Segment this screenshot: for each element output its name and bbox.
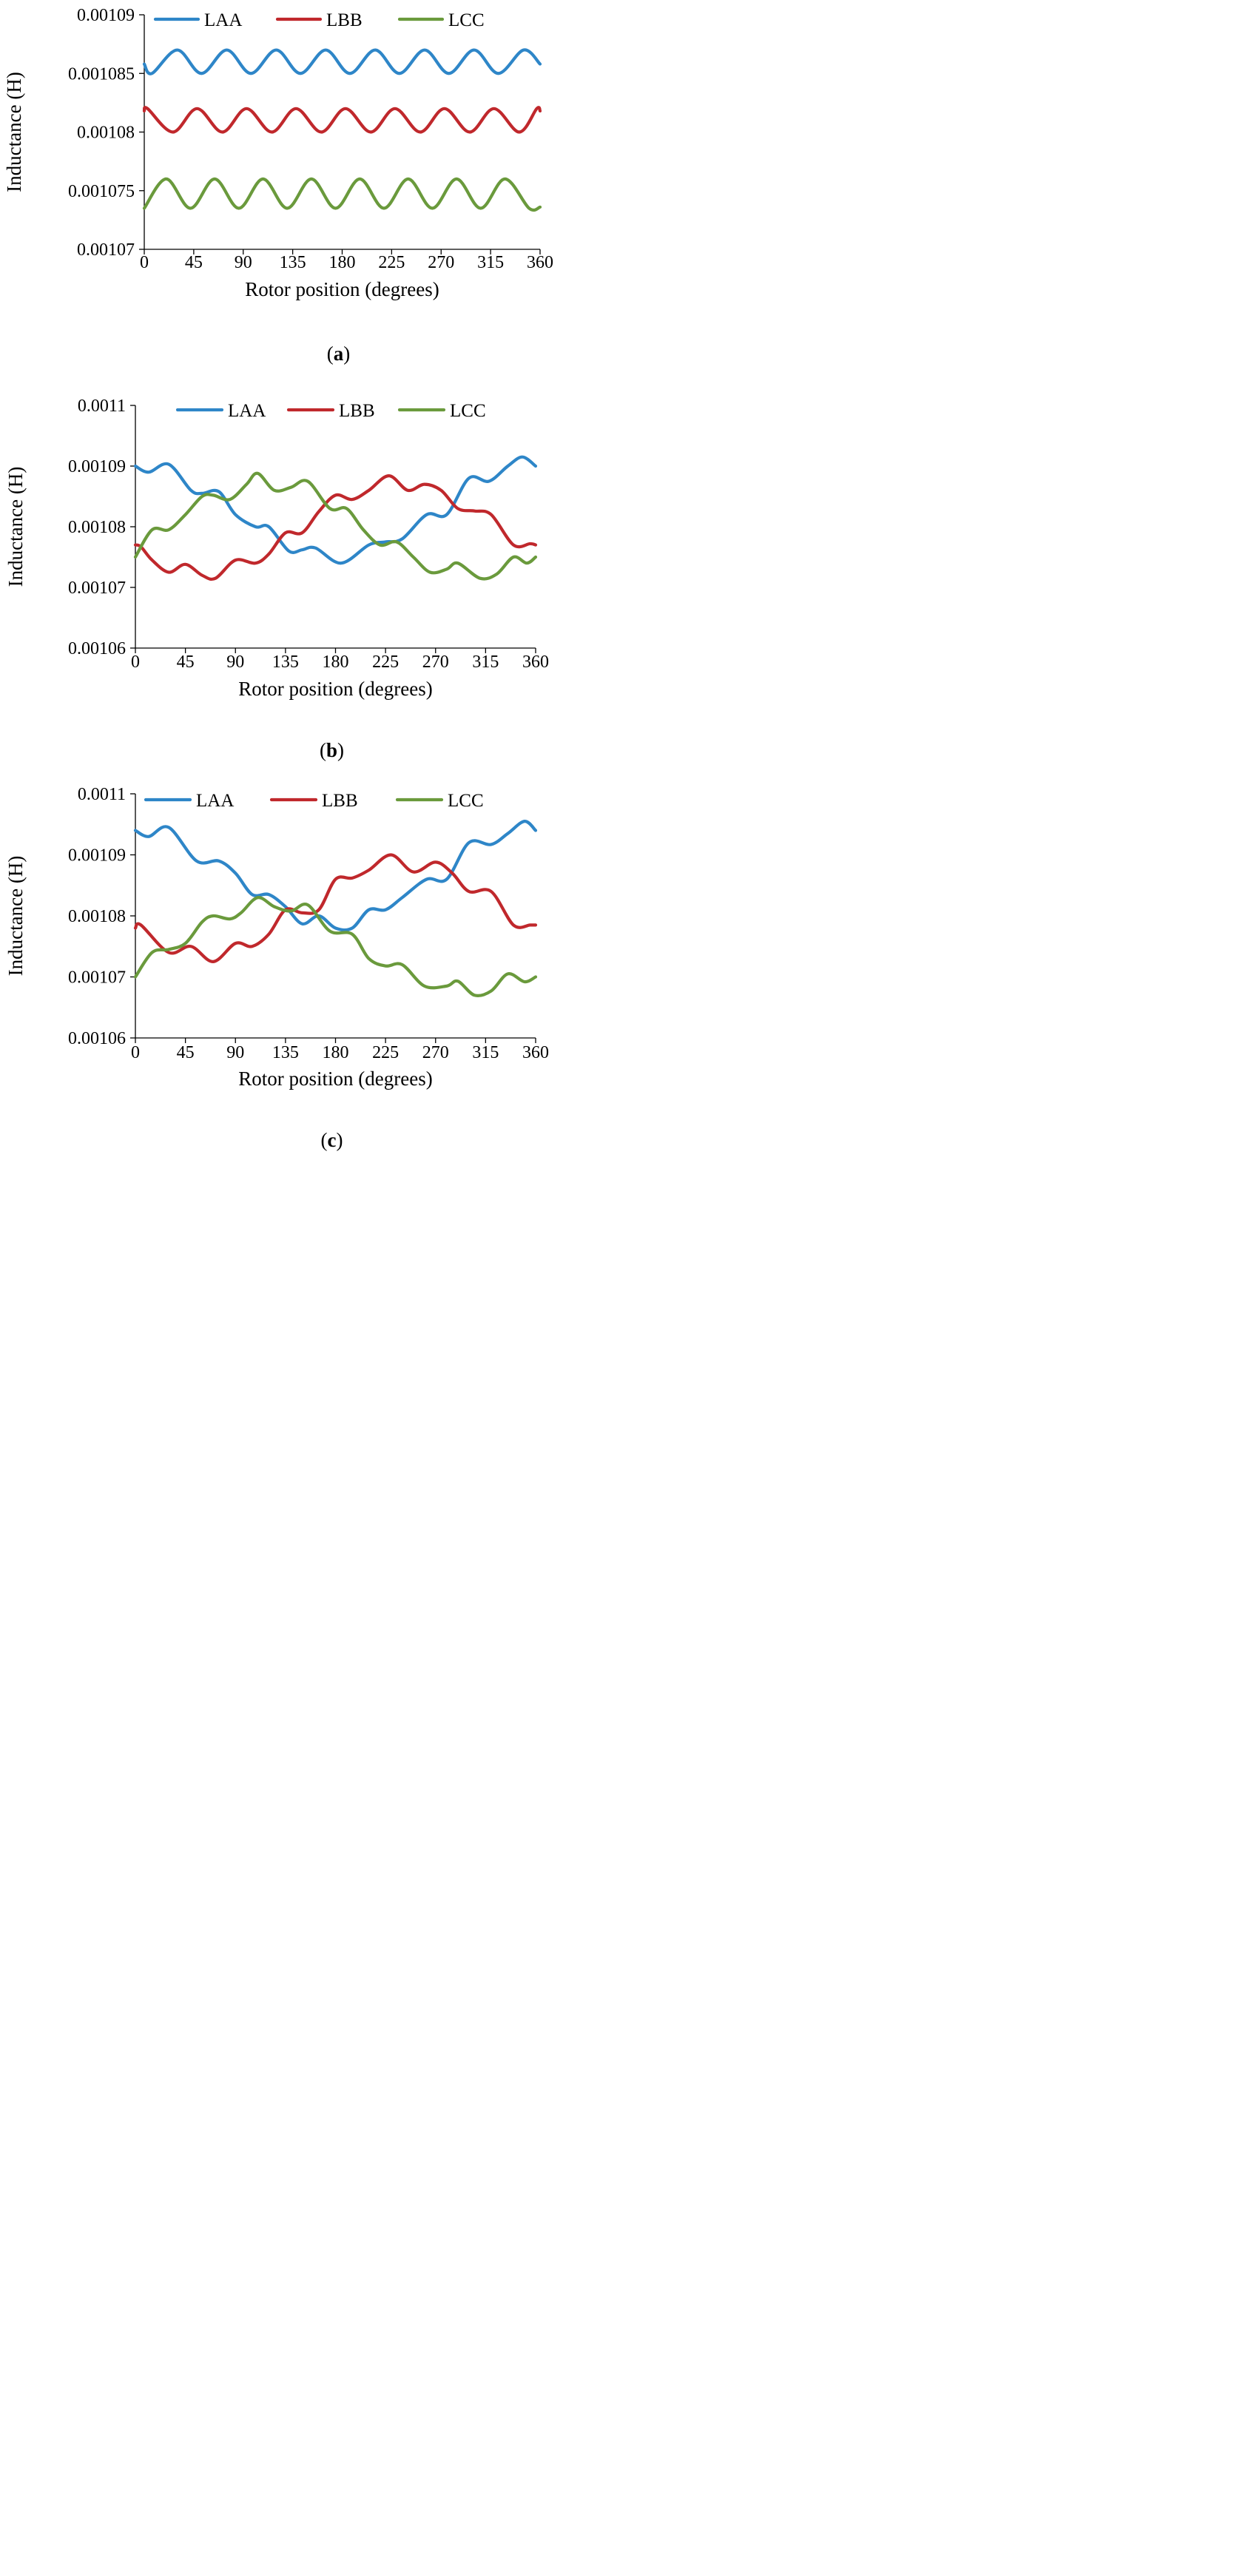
series-line-lcc	[133, 896, 538, 998]
x-tick-label: 135	[272, 1043, 299, 1062]
x-axis-title: Rotor position (degrees)	[238, 678, 432, 700]
caption-close-paren: )	[336, 1129, 343, 1151]
x-tick-label: 270	[422, 1043, 449, 1062]
panel-caption: (c)	[321, 1129, 343, 1151]
x-tick-label: 180	[329, 253, 356, 272]
y-tick-label: 0.001075	[68, 182, 135, 201]
series-line-lbb	[133, 474, 538, 581]
x-tick-label: 360	[527, 253, 553, 272]
y-tick-label: 0.0011	[78, 785, 126, 804]
legend-label-lbb: LBB	[322, 791, 358, 811]
legend: LAA LBB LCC	[144, 791, 484, 811]
y-tick-label: 0.00109	[68, 846, 126, 866]
x-tick-label: 45	[177, 1043, 195, 1062]
legend-label-laa: LAA	[204, 10, 242, 30]
legend-label-lcc: LCC	[448, 10, 485, 30]
chart-panel-c: 0.00106 0.00107 0.00108 0.00109 0.0011 0 45 90 1…	[4, 785, 549, 1151]
legend-label-lcc: LCC	[448, 791, 484, 811]
series-line-laa	[133, 455, 538, 565]
y-tick-label: 0.00108	[68, 907, 126, 926]
x-tick-label: 0	[131, 653, 140, 672]
series-line-lcc	[133, 471, 538, 581]
x-tick-label: 180	[323, 653, 349, 672]
y-tick-label: 0.00107	[77, 240, 135, 260]
legend-label-lcc: LCC	[450, 401, 486, 421]
caption-close-paren: )	[337, 739, 344, 761]
x-tick-label: 0	[140, 253, 149, 272]
x-tick-label: 90	[235, 253, 252, 272]
y-tick-label: 0.00108	[77, 124, 135, 143]
chart-panel-b: 0.00106 0.00107 0.00108 0.00109 0.0011 0 45 90 1…	[4, 397, 549, 761]
y-tick-label: 0.0011	[78, 397, 126, 416]
legend-label-lbb: LBB	[339, 401, 375, 421]
series-line-laa	[133, 820, 538, 932]
x-tick-label: 315	[472, 653, 499, 672]
legend-label-laa: LAA	[196, 791, 234, 811]
chart-panel-a: 0.00107 0.001075 0.00108 0.001085 0.00109 0 45…	[3, 6, 553, 365]
legend: LAA LBB LCC	[175, 401, 486, 421]
y-axis-title: Inductance (H)	[4, 856, 27, 977]
y-tick-label: 0.00108	[68, 518, 126, 537]
caption-open-paren: (	[321, 1129, 328, 1151]
caption-letter: b	[326, 739, 337, 761]
x-tick-label: 315	[477, 253, 504, 272]
series-line-lbb	[133, 853, 538, 963]
x-tick-label: 45	[185, 253, 203, 272]
y-tick-label: 0.00106	[68, 639, 126, 658]
caption-open-paren: (	[320, 739, 326, 761]
x-tick-label: 90	[226, 1043, 244, 1062]
x-tick-label: 360	[522, 653, 549, 672]
legend-label-laa: LAA	[228, 401, 266, 421]
y-tick-label: 0.001085	[68, 64, 135, 84]
legend: LAA LBB LCC	[153, 10, 485, 30]
x-tick-label: 225	[372, 1043, 399, 1062]
series-line-lbb	[142, 106, 542, 134]
x-axis-title: Rotor position (degrees)	[245, 278, 439, 300]
x-tick-label: 135	[272, 653, 299, 672]
caption-close-paren: )	[343, 343, 350, 365]
y-tick-label: 0.00109	[68, 457, 126, 476]
x-tick-label: 90	[226, 653, 244, 672]
series-line-lcc	[142, 177, 542, 212]
legend-label-lbb: LBB	[326, 10, 363, 30]
y-tick-label: 0.00106	[68, 1029, 126, 1048]
x-axis-title: Rotor position (degrees)	[238, 1068, 432, 1090]
x-tick-label: 0	[131, 1043, 140, 1062]
caption-letter: c	[328, 1129, 337, 1151]
series-line-laa	[142, 48, 542, 75]
caption-letter: a	[334, 343, 344, 365]
x-tick-label: 225	[372, 653, 399, 672]
figure: 0.00107 0.001075 0.00108 0.001085 0.00109 0 45…	[3, 6, 553, 1151]
caption-open-paren: (	[327, 343, 334, 365]
panel-caption: (b)	[320, 739, 344, 761]
x-tick-label: 180	[323, 1043, 349, 1062]
y-tick-label: 0.00107	[68, 968, 126, 988]
x-tick-label: 270	[428, 253, 454, 272]
x-tick-label: 45	[177, 653, 195, 672]
y-axis-title: Inductance (H)	[4, 467, 27, 587]
x-tick-label: 270	[422, 653, 449, 672]
x-tick-label: 225	[378, 253, 405, 272]
y-axis-title: Inductance (H)	[3, 72, 25, 192]
x-tick-label: 360	[522, 1043, 549, 1062]
x-tick-label: 135	[280, 253, 306, 272]
x-tick-label: 315	[472, 1043, 499, 1062]
y-tick-label: 0.00107	[68, 579, 126, 598]
panel-caption: (a)	[327, 343, 351, 365]
y-tick-label: 0.00109	[77, 6, 135, 25]
